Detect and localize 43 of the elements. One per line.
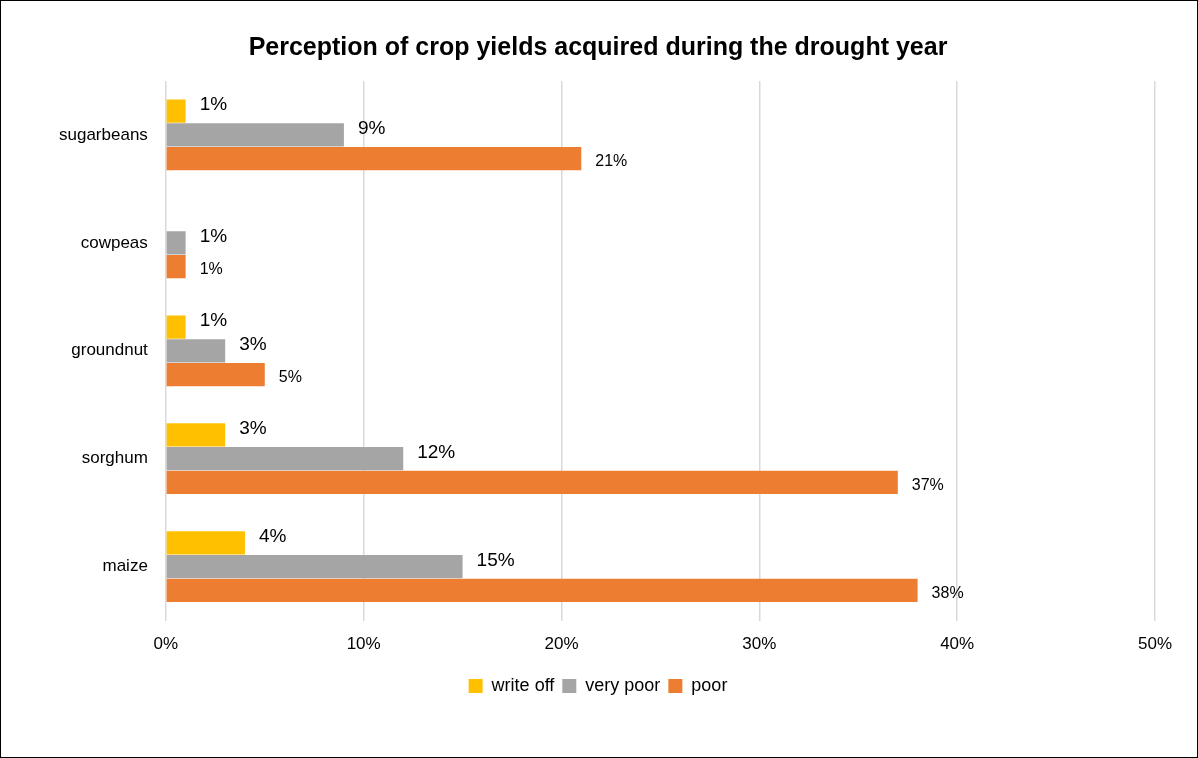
y-tick-label: groundnut bbox=[71, 340, 149, 360]
data-label: 9% bbox=[357, 117, 386, 139]
data-label: 3% bbox=[239, 333, 267, 355]
data-label: 15% bbox=[476, 548, 515, 570]
legend-label: poor bbox=[691, 674, 728, 695]
x-tick-label: 50% bbox=[1137, 634, 1173, 654]
bar bbox=[166, 531, 245, 555]
bar bbox=[166, 254, 186, 279]
data-label: 38% bbox=[931, 583, 964, 601]
y-tick-label: maize bbox=[102, 556, 148, 576]
bar bbox=[166, 447, 404, 471]
data-label: 5% bbox=[278, 367, 302, 385]
bar bbox=[166, 362, 265, 387]
data-label: 1% bbox=[199, 225, 228, 247]
x-tick-label: 30% bbox=[742, 634, 777, 654]
chart-title: Perception of crop yields acquired during the drought year bbox=[248, 31, 948, 60]
bar bbox=[166, 231, 186, 255]
bar bbox=[166, 470, 898, 495]
x-tick-label: 20% bbox=[544, 634, 579, 654]
legend-label: write off bbox=[490, 674, 556, 695]
y-tick-label: cowpeas bbox=[80, 232, 148, 252]
bar bbox=[166, 123, 344, 147]
bar bbox=[166, 315, 186, 339]
data-label: 12% bbox=[417, 440, 456, 462]
bar bbox=[166, 423, 226, 447]
x-tick-label: 10% bbox=[346, 634, 381, 654]
bar bbox=[166, 99, 186, 123]
x-tick-label: 40% bbox=[940, 634, 975, 654]
legend-label: very poor bbox=[585, 674, 661, 695]
bar bbox=[166, 578, 918, 603]
data-label: 3% bbox=[239, 417, 267, 439]
data-label: 37% bbox=[911, 475, 944, 493]
bar bbox=[166, 147, 582, 171]
data-label: 21% bbox=[595, 152, 628, 170]
data-label: 1% bbox=[199, 309, 228, 331]
x-tick-label: 0% bbox=[153, 634, 179, 654]
bar bbox=[166, 339, 226, 363]
y-tick-label: sorghum bbox=[81, 448, 148, 468]
data-label: 4% bbox=[258, 525, 287, 547]
data-label: 1% bbox=[199, 260, 223, 278]
y-tick-label: sugarbeans bbox=[59, 124, 148, 144]
bar bbox=[166, 555, 463, 579]
data-label: 1% bbox=[199, 93, 228, 115]
